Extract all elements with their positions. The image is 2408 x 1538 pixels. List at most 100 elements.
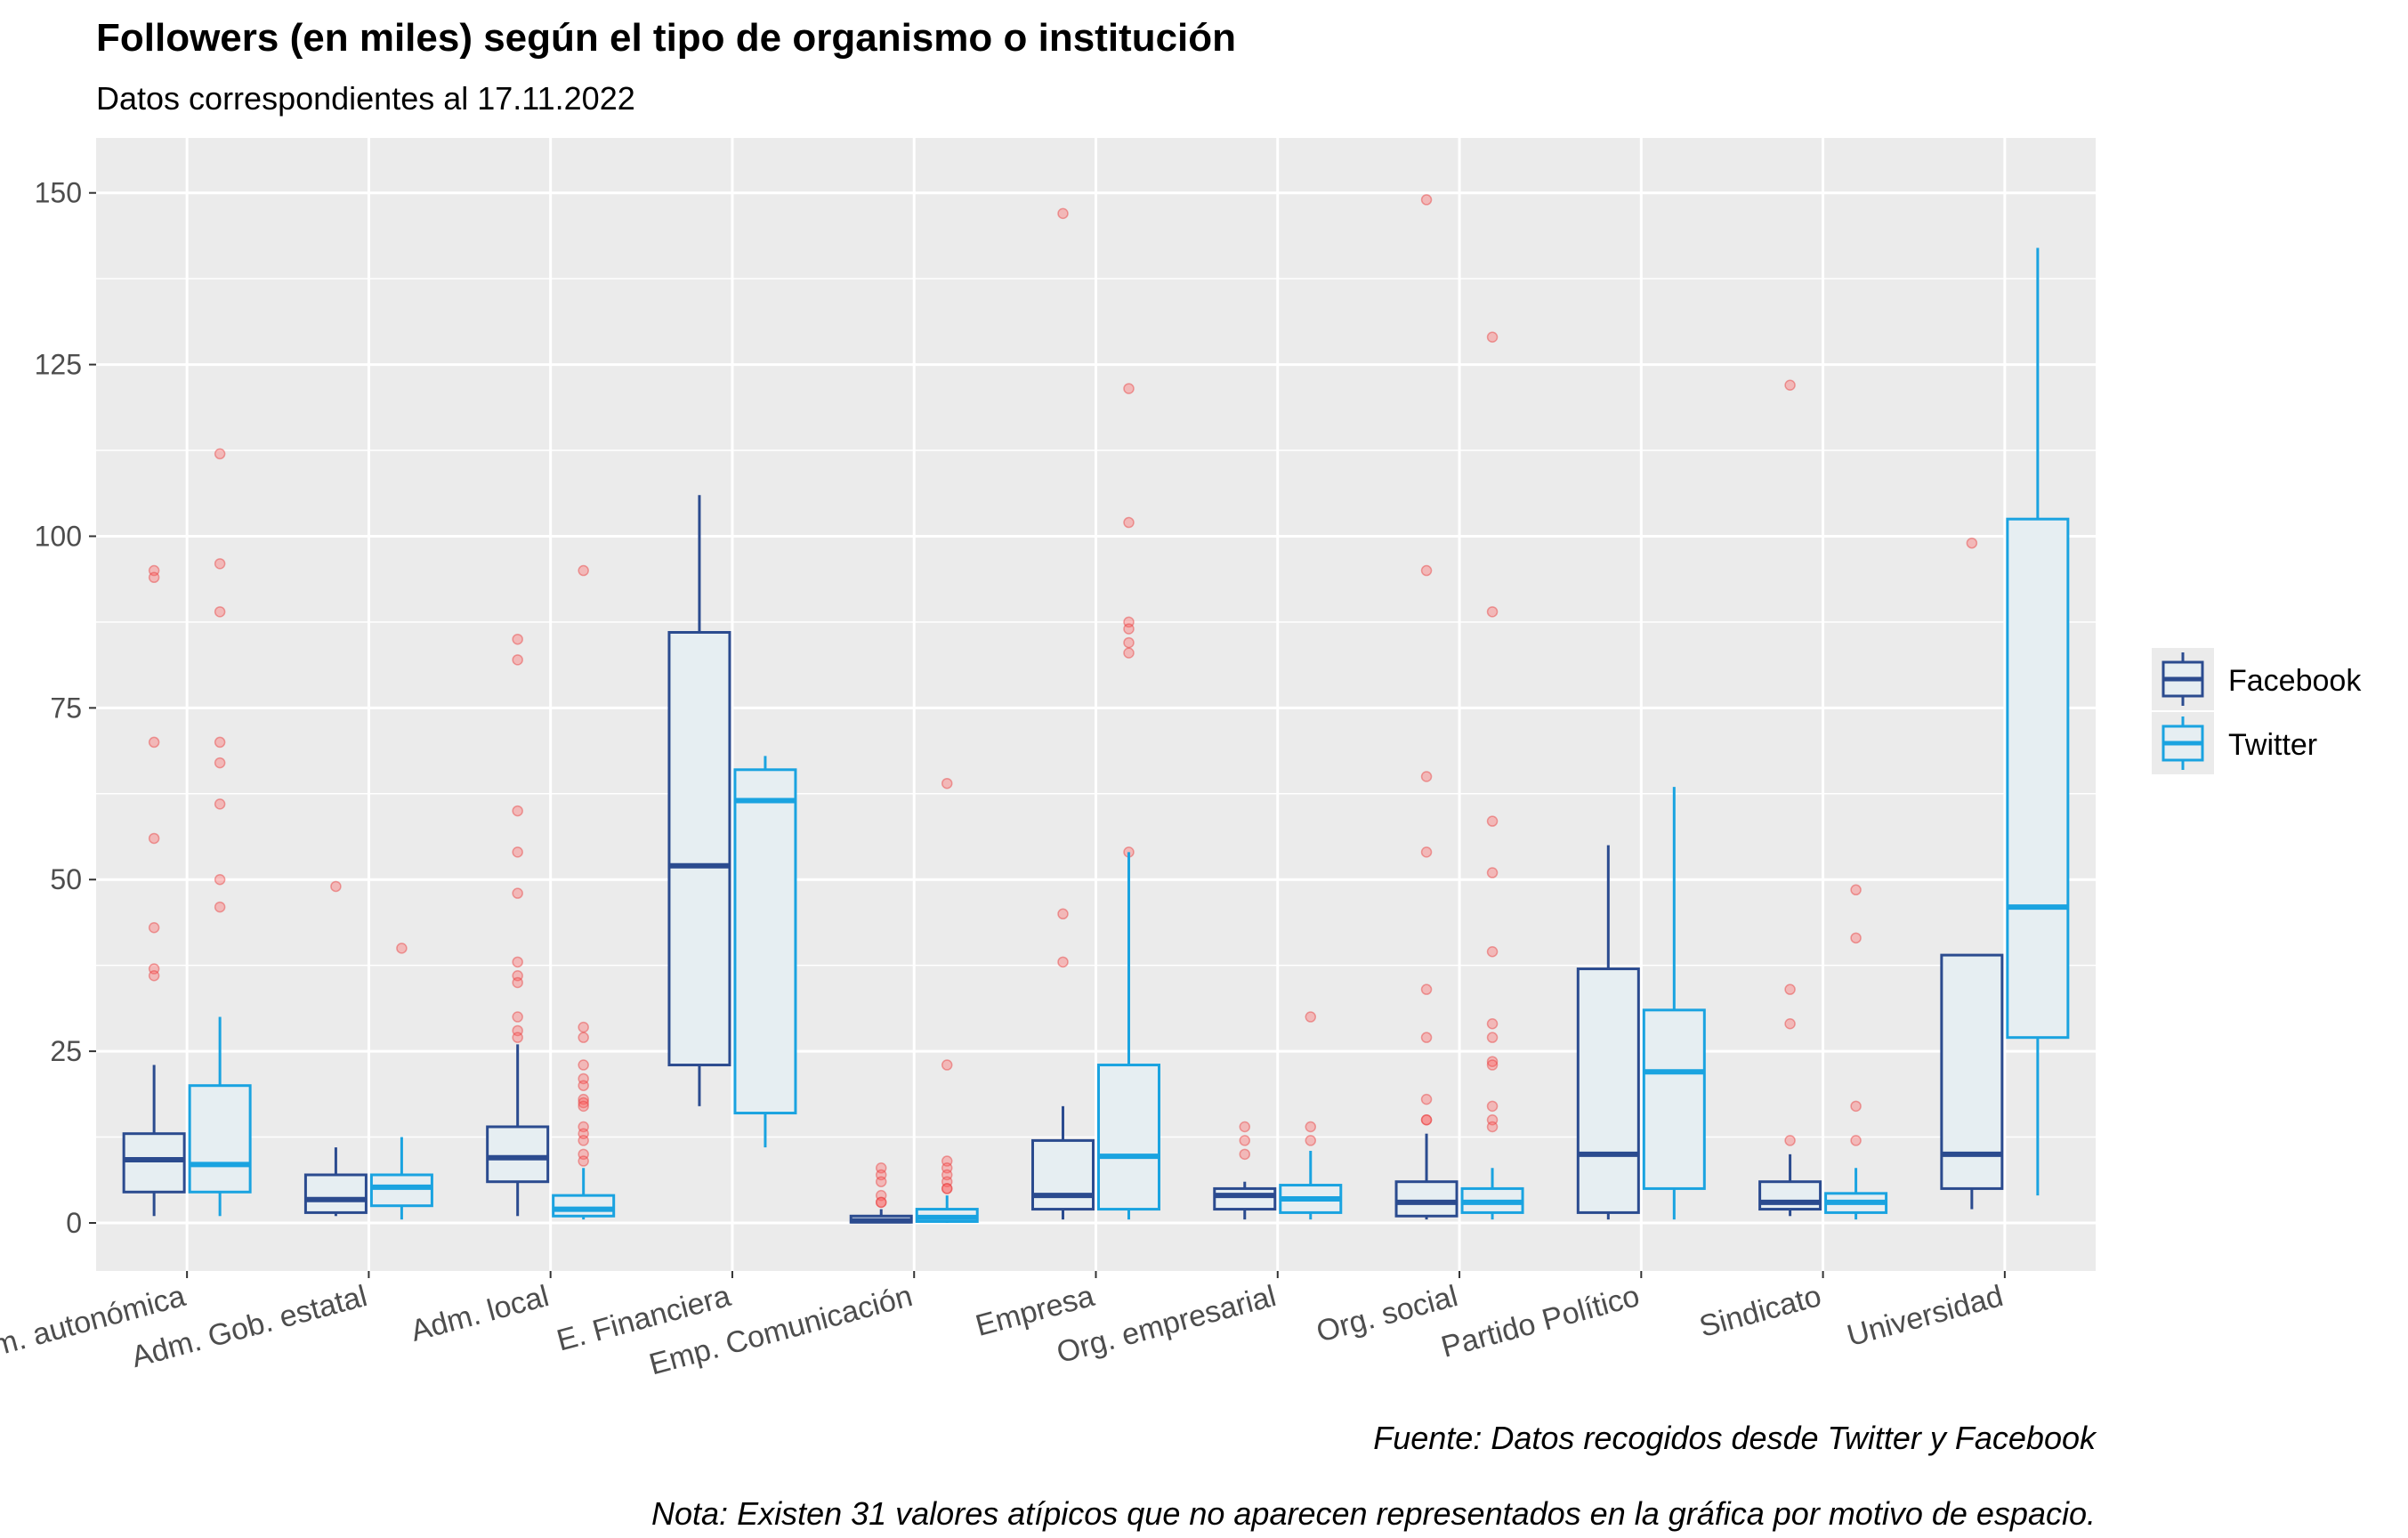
box-facebook xyxy=(303,1147,368,1217)
box-iqr xyxy=(486,1125,550,1184)
outlier-point xyxy=(941,1162,953,1174)
box-facebook xyxy=(1394,1133,1459,1220)
outlier-point xyxy=(941,1183,953,1194)
y-tick-label: 50 xyxy=(50,863,82,895)
y-tick-label: 150 xyxy=(35,177,82,209)
outlier-point xyxy=(148,963,160,975)
outlier-point xyxy=(875,1169,887,1181)
box-iqr xyxy=(733,768,797,1115)
outlier-point xyxy=(1420,984,1433,995)
box-twitter xyxy=(2006,247,2070,1196)
outlier-point xyxy=(1057,956,1069,968)
outlier-point xyxy=(875,1196,887,1209)
box-iqr xyxy=(1097,1064,1160,1211)
box-iqr xyxy=(1940,953,2004,1190)
outlier-point xyxy=(148,736,160,749)
outlier-point xyxy=(1486,867,1499,878)
outlier-point xyxy=(214,757,226,769)
x-tick-label: Sindicato xyxy=(1696,1279,1825,1344)
box-twitter xyxy=(1460,1168,1524,1220)
box-iqr xyxy=(188,1084,252,1194)
outlier-point xyxy=(214,736,226,749)
y-tick-label: 25 xyxy=(50,1035,82,1067)
outlier-point xyxy=(512,976,523,989)
x-tick-label: Universidad xyxy=(1844,1279,2007,1353)
legend-label-facebook: Facebook xyxy=(2228,664,2362,698)
outlier-point xyxy=(1420,1032,1433,1043)
outlier-point xyxy=(214,448,226,460)
x-tick-label: Partido Político xyxy=(1438,1279,1644,1364)
outlier-point xyxy=(1850,932,1862,944)
outlier-point xyxy=(214,901,226,913)
box-iqr xyxy=(667,630,731,1067)
box-facebook xyxy=(1940,953,2004,1210)
box-twitter xyxy=(369,1137,433,1220)
outlier-point xyxy=(1486,945,1499,958)
outlier-point xyxy=(1123,516,1135,529)
outlier-point xyxy=(941,777,953,789)
outlier-point xyxy=(578,564,589,577)
outlier-point xyxy=(1486,1032,1499,1043)
outlier-point xyxy=(578,1093,589,1105)
outlier-point xyxy=(578,1121,589,1133)
outlier-point xyxy=(396,943,408,954)
y-tick-label: 100 xyxy=(35,520,82,552)
outlier-point xyxy=(578,1135,589,1146)
y-tick-label: 75 xyxy=(50,692,82,724)
outlier-point xyxy=(512,1011,523,1023)
chart-note: Nota: Existen 31 valores atípicos que no… xyxy=(651,1495,2096,1532)
outlier-point xyxy=(148,571,160,584)
box-facebook xyxy=(486,1044,550,1217)
x-tick-label: Adm. local xyxy=(408,1279,553,1348)
outlier-point xyxy=(1486,815,1499,827)
outlier-point xyxy=(214,873,226,886)
outlier-point xyxy=(512,956,523,968)
outlier-point xyxy=(1420,1093,1433,1105)
outlier-point xyxy=(1420,771,1433,782)
outlier-point xyxy=(1784,1135,1796,1146)
outlier-point xyxy=(1239,1121,1251,1133)
outlier-point xyxy=(875,1196,887,1209)
box-iqr xyxy=(1394,1180,1459,1218)
outlier-point xyxy=(578,1059,589,1071)
box-iqr xyxy=(1213,1186,1277,1211)
legend-label-twitter: Twitter xyxy=(2228,728,2317,762)
outlier-point xyxy=(578,1080,589,1091)
outlier-point xyxy=(941,1183,953,1194)
grid-lines xyxy=(96,138,2096,1271)
outlier-point xyxy=(578,1097,589,1109)
outlier-point xyxy=(1850,1135,1862,1146)
outlier-point xyxy=(1850,884,1862,896)
outlier-point xyxy=(512,633,523,645)
outlier-point xyxy=(941,1059,953,1071)
outlier-point xyxy=(1486,1100,1499,1113)
outlier-point xyxy=(1784,984,1796,995)
box-twitter xyxy=(1824,1168,1888,1220)
box-facebook xyxy=(1758,1154,1822,1217)
box-iqr xyxy=(369,1173,433,1208)
legend-key-twitter xyxy=(2152,712,2214,774)
outlier-point xyxy=(1784,1018,1796,1030)
box-iqr xyxy=(1642,1008,1706,1190)
outlier-point xyxy=(1486,331,1499,343)
outlier-point xyxy=(1486,1056,1499,1067)
outlier-points xyxy=(148,194,1978,1209)
outlier-point xyxy=(512,1024,523,1037)
box-facebook xyxy=(1576,845,1640,1220)
outlier-point xyxy=(214,558,226,570)
outlier-point xyxy=(1305,1121,1317,1133)
outlier-point xyxy=(1420,1114,1433,1126)
outlier-point xyxy=(578,1021,589,1033)
box-twitter xyxy=(915,1195,979,1223)
outlier-point xyxy=(148,564,160,577)
box-iqr xyxy=(1031,1138,1095,1211)
outlier-point xyxy=(941,1155,953,1167)
outlier-point xyxy=(1420,564,1433,577)
outlier-point xyxy=(941,1176,953,1187)
outlier-point xyxy=(1486,1018,1499,1030)
box-facebook xyxy=(1213,1181,1277,1220)
y-axis: 0 25 50 75 100 125 150 xyxy=(35,177,96,1239)
outlier-point xyxy=(875,1189,887,1202)
